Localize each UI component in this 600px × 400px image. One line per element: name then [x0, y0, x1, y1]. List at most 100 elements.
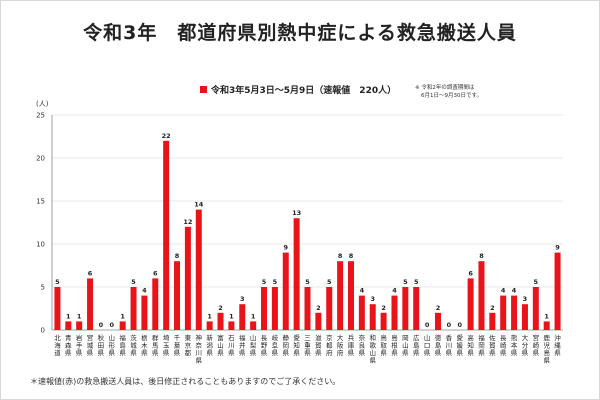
chart-title: 令和3年 都道府県別熱中症による救急搬送人員	[83, 22, 517, 44]
bar-value-label: 1	[251, 312, 256, 320]
x-tick-label: 熊本県	[511, 333, 518, 357]
bar-value-label: 4	[392, 287, 397, 295]
bar-value-label: 8	[479, 252, 484, 260]
bar-value-label: 5	[414, 278, 419, 286]
bar-value-label: 1	[120, 312, 125, 320]
x-tick-label: 岩手県	[76, 333, 83, 357]
y-tick-label: 15	[36, 198, 45, 206]
bar	[217, 312, 224, 330]
bar	[174, 261, 181, 330]
bar-value-label: 2	[218, 304, 223, 312]
bar	[391, 295, 398, 330]
x-tick-label: 長崎県	[500, 334, 507, 357]
bar	[434, 312, 441, 330]
x-tick-label: 石川県	[228, 334, 235, 357]
bar	[358, 295, 365, 330]
bar-value-label: 5	[403, 278, 408, 286]
bar-value-label: 9	[283, 244, 288, 252]
bar	[152, 278, 159, 330]
x-tick-label: 茨城県	[130, 333, 137, 357]
x-tick-label: 沖縄県	[554, 333, 561, 357]
bar	[467, 278, 474, 330]
bars-layer	[54, 140, 561, 330]
bar-value-label: 2	[490, 304, 495, 312]
bar-value-label: 13	[292, 209, 301, 217]
bar-value-label: 1	[207, 312, 212, 320]
bar-value-label: 3	[523, 295, 528, 303]
x-tick-label: 新潟県	[206, 333, 213, 357]
bar	[184, 226, 191, 330]
legend-note-line1: ※ 令和2年の調査期間は	[415, 83, 475, 91]
bar-value-label: 3	[240, 295, 245, 303]
bar	[163, 140, 170, 330]
bar	[228, 321, 235, 330]
bar-value-label: 4	[512, 287, 517, 295]
y-tick-label: 10	[36, 241, 45, 249]
x-tick-label: 三重県	[304, 334, 311, 357]
bar-value-label: 8	[175, 252, 180, 260]
x-tick-label: 北海道	[54, 334, 61, 357]
y-tick-label: 0	[41, 327, 45, 335]
bar	[554, 252, 561, 330]
x-tick-label: 長野県	[261, 334, 268, 357]
x-tick-label: 奈良県	[359, 333, 366, 357]
y-axis-unit: (人)	[36, 100, 49, 108]
bar-value-label: 5	[131, 278, 136, 286]
bar-value-label: 2	[381, 304, 386, 312]
bar-value-label: 5	[262, 278, 267, 286]
bar	[141, 295, 148, 330]
x-tick-label: 和歌山県	[369, 333, 376, 365]
x-tick-label: 富山県	[217, 333, 224, 357]
x-tick-label: 鳥取県	[380, 333, 387, 357]
x-tick-label: 島根県	[391, 333, 398, 357]
bar-value-label: 22	[162, 132, 171, 140]
bar	[478, 261, 485, 330]
bar	[521, 304, 528, 330]
bar	[413, 287, 420, 330]
bar-value-label: 5	[305, 278, 310, 286]
bar	[489, 312, 496, 330]
bar-value-label: 0	[99, 321, 104, 329]
bar	[532, 287, 539, 330]
bar	[76, 321, 83, 330]
bar-value-label: 12	[183, 218, 192, 226]
bar-value-label: 5	[55, 278, 60, 286]
labels-layer: 5 北海道 1 青森県 1 岩手県 6 宮城県 0 秋田県 0 山形県 1 福島県 5 茨城県 4 栃木県 6 群馬県…	[54, 132, 561, 365]
bar	[369, 304, 376, 330]
legend-label: 令和3年5月3日～5月9日（速報値 220人）	[210, 84, 396, 96]
x-tick-label: 滋賀県	[315, 333, 322, 357]
bar-value-label: 1	[77, 312, 82, 320]
x-tick-label: 福岡県	[478, 333, 485, 357]
bar	[402, 287, 409, 330]
bar	[511, 295, 518, 330]
bar-value-label: 4	[142, 287, 147, 295]
x-tick-label: 佐賀県	[489, 333, 496, 357]
footnote: ＊速報値(赤)の救急搬送人員は、後日修正されることもありますのでご了承ください。	[30, 377, 341, 386]
bar-value-label: 5	[534, 278, 539, 286]
bar	[261, 287, 268, 330]
bar	[239, 304, 246, 330]
bar	[293, 218, 300, 330]
bar-value-label: 2	[436, 304, 441, 312]
x-tick-label: 秋田県	[98, 333, 105, 357]
x-tick-label: 栃木県	[141, 333, 148, 357]
x-tick-label: 静岡県	[283, 333, 290, 357]
bar	[87, 278, 94, 330]
bar-value-label: 1	[66, 312, 71, 320]
x-tick-label: 徳島県	[435, 333, 442, 357]
bar-value-label: 1	[544, 312, 549, 320]
x-tick-label: 大阪府	[337, 333, 344, 357]
x-tick-label: 千葉県	[174, 333, 181, 357]
y-tick-label: 20	[36, 155, 45, 163]
bar	[380, 312, 387, 330]
bar-value-label: 8	[349, 252, 354, 260]
bar	[206, 321, 213, 330]
x-tick-label: 福島県	[119, 333, 126, 357]
bar	[65, 321, 72, 330]
bar-value-label: 9	[555, 244, 560, 252]
x-tick-label: 青森県	[65, 333, 72, 357]
bar-value-label: 14	[194, 201, 204, 209]
bar	[195, 209, 202, 330]
